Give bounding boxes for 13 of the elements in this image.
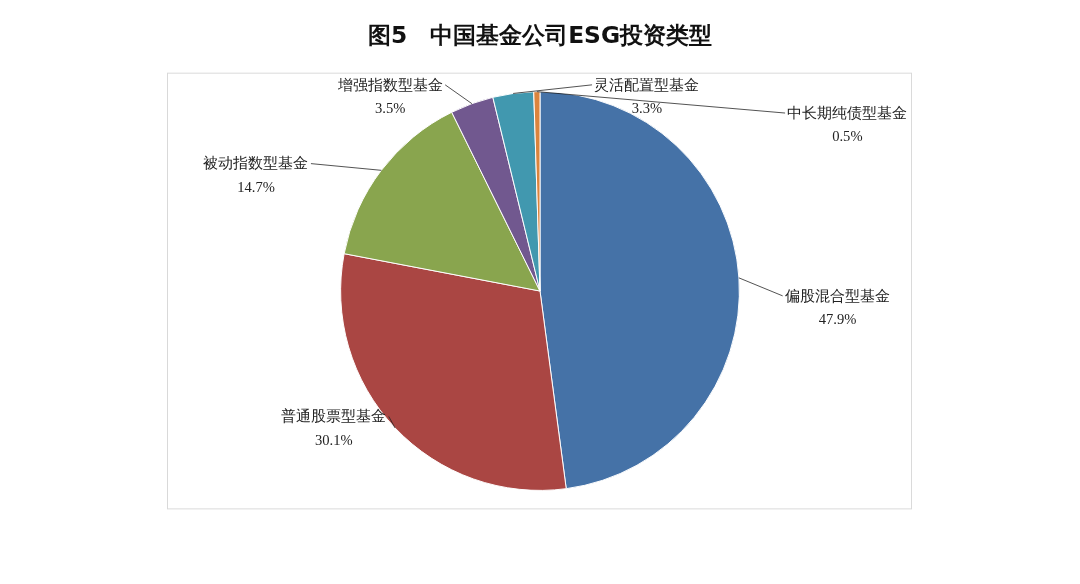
data-label: 3.5%	[375, 100, 406, 117]
slice-label: 中长期纯债型基金	[787, 103, 908, 121]
chart-title: 图5 中国基金公司ESG投资类型	[367, 21, 713, 50]
data-label: 47.9%	[818, 311, 857, 328]
slice-label: 增强指数型基金	[336, 75, 443, 93]
slice-label: 灵活配置型基金	[594, 75, 700, 93]
data-label: 14.7%	[237, 178, 275, 195]
data-label: 0.5%	[832, 128, 863, 145]
slice-label: 偏股混合型基金	[785, 286, 891, 304]
data-label: 3.3%	[631, 100, 663, 117]
data-label: 30.1%	[314, 431, 353, 448]
slice-label: 被动指数型基金	[203, 154, 309, 172]
slice-label: 普通股票型基金	[281, 407, 387, 425]
